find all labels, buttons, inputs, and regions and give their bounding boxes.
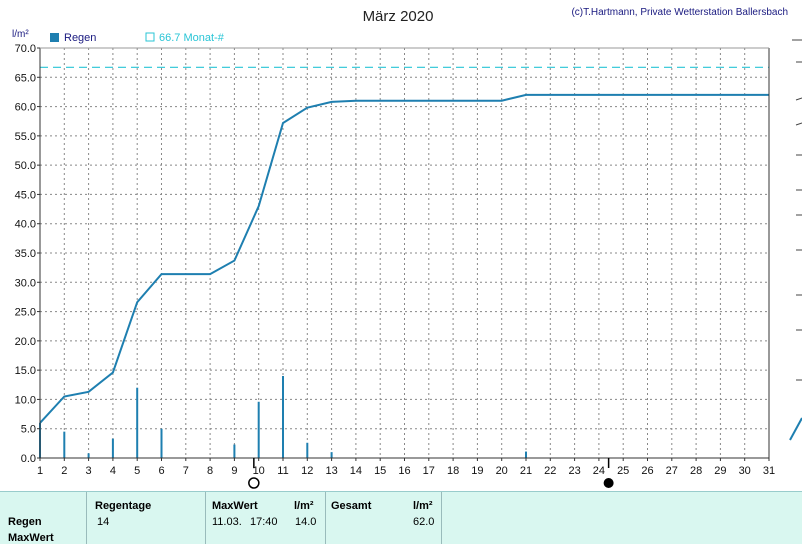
rain-bar xyxy=(87,453,90,458)
maxwert-value: 14.0 xyxy=(295,516,317,528)
y-tick-label: 15.0 xyxy=(15,365,36,377)
x-tick-label: 30 xyxy=(739,465,751,477)
rain-bar xyxy=(257,401,260,458)
row-label-maxwert: MaxWert xyxy=(8,532,54,544)
legend-regen-label: Regen xyxy=(64,32,96,44)
x-tick-label: 23 xyxy=(568,465,580,477)
y-tick-label: 55.0 xyxy=(15,131,36,143)
rain-bar xyxy=(160,428,163,458)
new-moon-icon xyxy=(603,478,614,488)
x-tick-label: 3 xyxy=(86,465,92,477)
x-tick-label: 26 xyxy=(641,465,653,477)
rain-bar xyxy=(306,442,309,458)
x-tick-label: 17 xyxy=(423,465,435,477)
x-tick-label: 10 xyxy=(253,465,265,477)
x-tick-label: 15 xyxy=(374,465,386,477)
x-tick-label: 22 xyxy=(544,465,556,477)
x-tick-label: 28 xyxy=(690,465,702,477)
y-tick-label: 10.0 xyxy=(15,394,36,406)
x-tick-label: 9 xyxy=(231,465,237,477)
x-tick-label: 8 xyxy=(207,465,213,477)
regentage-header: Regentage xyxy=(95,500,152,512)
x-tick-label: 5 xyxy=(134,465,140,477)
x-tick-label: 4 xyxy=(110,465,116,477)
rain-bar xyxy=(330,452,333,458)
y-tick-label: 45.0 xyxy=(15,189,36,201)
row-label-regen: Regen xyxy=(8,516,42,528)
gesamt-header: Gesamt xyxy=(331,500,372,512)
x-tick-label: 31 xyxy=(763,465,775,477)
x-tick-label: 19 xyxy=(471,465,483,477)
maxwert-date: 11.03. xyxy=(212,516,242,528)
x-tick-label: 14 xyxy=(350,465,362,477)
x-tick-label: 1 xyxy=(37,465,43,477)
copyright-text: (c)T.Hartmann, Private Wetterstation Bal… xyxy=(571,7,788,18)
regentage-value: 14 xyxy=(97,516,110,528)
x-tick-label: 11 xyxy=(277,465,288,477)
x-tick-label: 25 xyxy=(617,465,629,477)
legend-regen-swatch xyxy=(50,33,59,42)
x-tick-label: 12 xyxy=(301,465,313,477)
y-tick-label: 60.0 xyxy=(15,102,36,114)
legend-monat-label: 66.7 Monat-# xyxy=(159,32,225,44)
x-tick-label: 13 xyxy=(325,465,337,477)
daily-rain-bars xyxy=(39,376,527,458)
full-moon-icon xyxy=(248,477,260,489)
y-tick-label: 40.0 xyxy=(15,219,36,231)
y-tick-label: 5.0 xyxy=(21,424,36,436)
y-tick-label: 30.0 xyxy=(15,277,36,289)
right-edge-fragments xyxy=(789,39,802,441)
cumulative-line-group xyxy=(39,93,769,424)
x-tick-label: 21 xyxy=(520,465,532,477)
rain-bar xyxy=(136,387,139,458)
chart-title: März 2020 xyxy=(363,8,434,25)
x-tick-label: 29 xyxy=(714,465,726,477)
legend-monat-swatch xyxy=(145,32,155,42)
y-tick-labels: 0.0 5.0 10.0 15.0 20.0 25.0 30.0 35.0 40.0 45.0 50… xyxy=(15,43,40,465)
x-tick-label: 16 xyxy=(398,465,410,477)
maxwert-time: 17:40 xyxy=(250,516,278,528)
grid-lines xyxy=(40,47,769,458)
rain-bar xyxy=(63,431,66,458)
rain-bar xyxy=(525,451,527,458)
x-tick-label: 20 xyxy=(496,465,508,477)
maxwert-header: MaxWert xyxy=(212,500,258,512)
x-tick-label: 2 xyxy=(61,465,67,477)
rain-chart: März 2020 (c)T.Hartmann, Private Wetters… xyxy=(12,7,802,489)
rain-bar xyxy=(111,438,114,458)
y-tick-label: 70.0 xyxy=(15,43,36,55)
x-tick-label: 7 xyxy=(183,465,189,477)
y-tick-label: 20.0 xyxy=(15,336,36,348)
y-unit-label: l/m² xyxy=(12,29,29,40)
gesamt-value: 62.0 xyxy=(413,516,435,528)
y-tick-label: 50.0 xyxy=(15,160,36,172)
rain-bar xyxy=(233,444,236,458)
y-tick-label: 0.0 xyxy=(21,453,36,465)
gesamt-unit: l/m² xyxy=(413,500,433,512)
y-tick-label: 35.0 xyxy=(15,248,36,260)
x-tick-label: 18 xyxy=(447,465,459,477)
x-tick-label: 6 xyxy=(158,465,164,477)
x-tick-labels: 1 2 3 4 5 6 7 8 9 10 11 12 13 14 15 16 17 18 19 20 21 22 23 24 2… xyxy=(37,458,775,477)
y-tick-label: 65.0 xyxy=(15,72,36,84)
x-tick-label: 27 xyxy=(666,465,678,477)
y-tick-label: 25.0 xyxy=(15,307,36,319)
cumulative-line xyxy=(39,93,769,424)
summary-panel: Regentage MaxWert l/m² Gesamt l/m² Regen… xyxy=(0,491,802,544)
maxwert-unit: l/m² xyxy=(294,500,314,512)
x-tick-label: 24 xyxy=(593,465,605,477)
rain-bar xyxy=(282,376,284,458)
moon-phase-markers xyxy=(248,458,614,489)
